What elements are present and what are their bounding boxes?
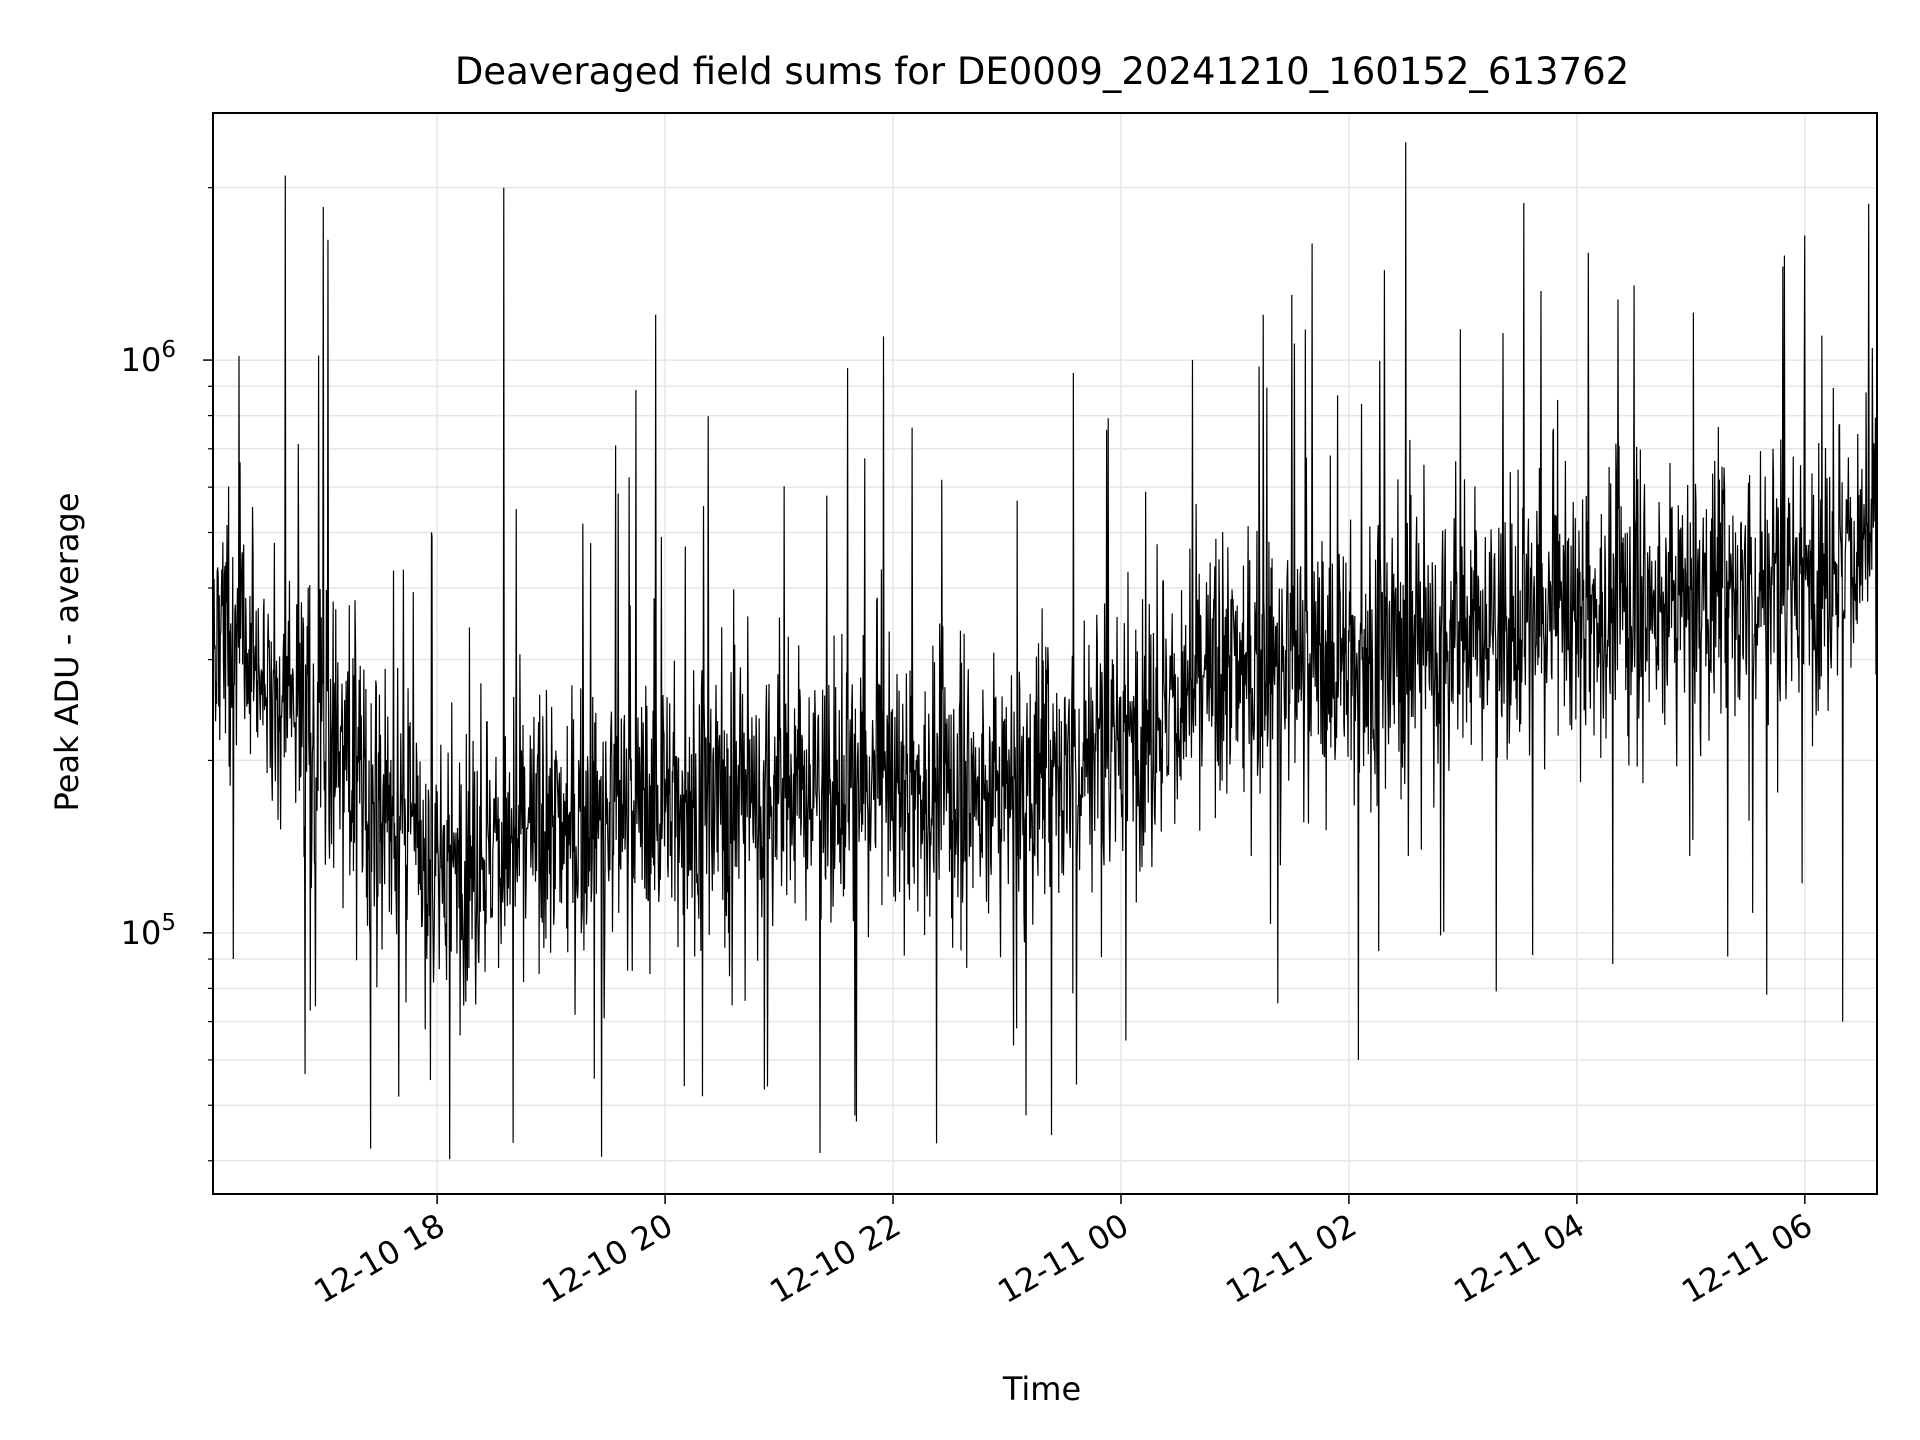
- grid-lines: [213, 113, 1877, 1194]
- series-line: [212, 142, 1878, 1160]
- x-axis-label: Time: [1002, 1370, 1081, 1408]
- x-tick-label: 12-11 02: [1219, 1206, 1363, 1311]
- x-tick-label: 12-11 00: [991, 1206, 1135, 1311]
- x-tick-label: 12-10 18: [308, 1206, 452, 1311]
- x-axis: 12-10 18 12-10 20 12-10 22 12-11 00 12-11 02…: [308, 1194, 1819, 1311]
- x-tick-label: 12-10 22: [763, 1206, 907, 1311]
- x-tick-label: 12-11 04: [1447, 1206, 1591, 1311]
- x-tick-label: 12-11 06: [1675, 1206, 1819, 1311]
- chart-title: Deaveraged field sums for DE0009_2024121…: [455, 50, 1629, 93]
- y-tick-label: 105: [121, 910, 176, 952]
- y-axis: 105 106: [121, 187, 213, 1162]
- axes-frame: [212, 112, 1878, 1195]
- x-tick-label: 12-10 20: [535, 1206, 679, 1311]
- plot-area: [212, 142, 1878, 1160]
- y-tick-label: 106: [121, 337, 176, 379]
- y-axis-label: Peak ADU - average: [48, 493, 86, 812]
